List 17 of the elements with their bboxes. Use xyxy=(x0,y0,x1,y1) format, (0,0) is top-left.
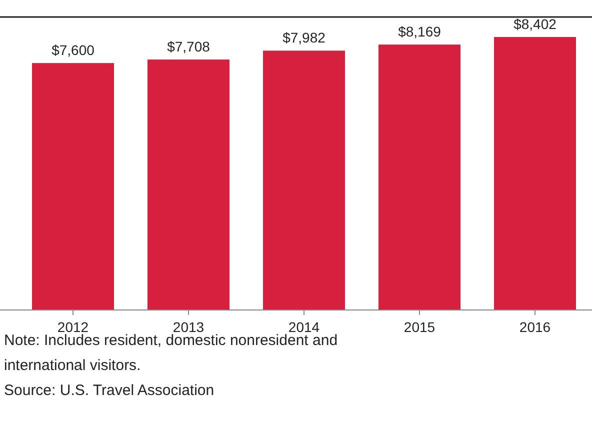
bar xyxy=(32,63,114,310)
text: Note: Includes resident, domestic nonresident and international visitors. xyxy=(4,332,338,374)
data-label: $8,402 xyxy=(514,16,557,32)
x-tick-label: 2016 xyxy=(519,319,551,335)
bar xyxy=(148,60,230,310)
data-label: $8,169 xyxy=(398,24,442,40)
data-label: $7,708 xyxy=(167,38,210,55)
source-note: Source: U.S. Travel Association xyxy=(4,382,214,399)
bar xyxy=(263,50,345,310)
x-tick-label: 2014 xyxy=(288,319,320,335)
bar xyxy=(378,44,460,310)
x-tick-label: 2013 xyxy=(172,319,204,335)
data-label: $7,600 xyxy=(52,42,95,58)
data-label: $7,982 xyxy=(282,30,326,46)
x-tick-label: 2015 xyxy=(404,319,436,335)
bar xyxy=(494,37,576,310)
x-tick-label: 2012 xyxy=(57,319,89,335)
